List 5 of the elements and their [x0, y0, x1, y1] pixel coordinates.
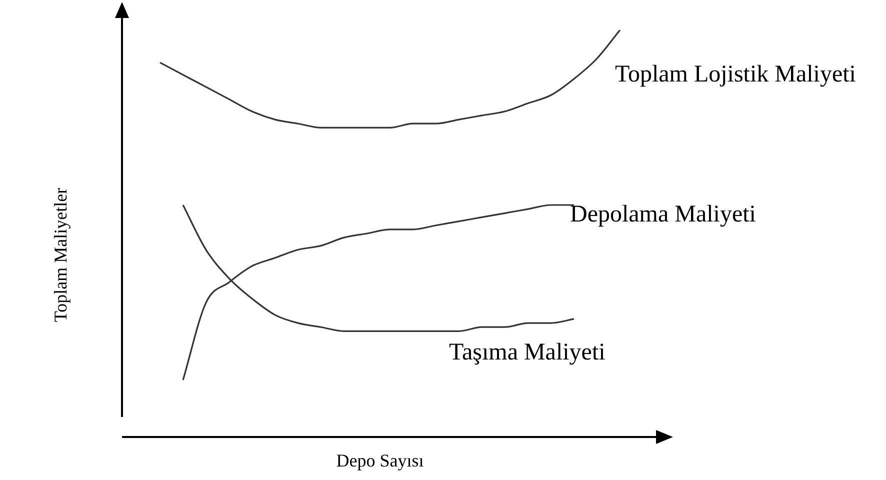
series-label: Depolama Maliyeti	[570, 201, 756, 228]
series-label: Taşıma Maliyeti	[449, 339, 606, 366]
x-axis-title: Depo Sayısı	[336, 450, 424, 471]
y-axis-title: Toplam Maliyetler	[50, 188, 71, 322]
series-label: Toplam Lojistik Maliyeti	[615, 61, 856, 88]
